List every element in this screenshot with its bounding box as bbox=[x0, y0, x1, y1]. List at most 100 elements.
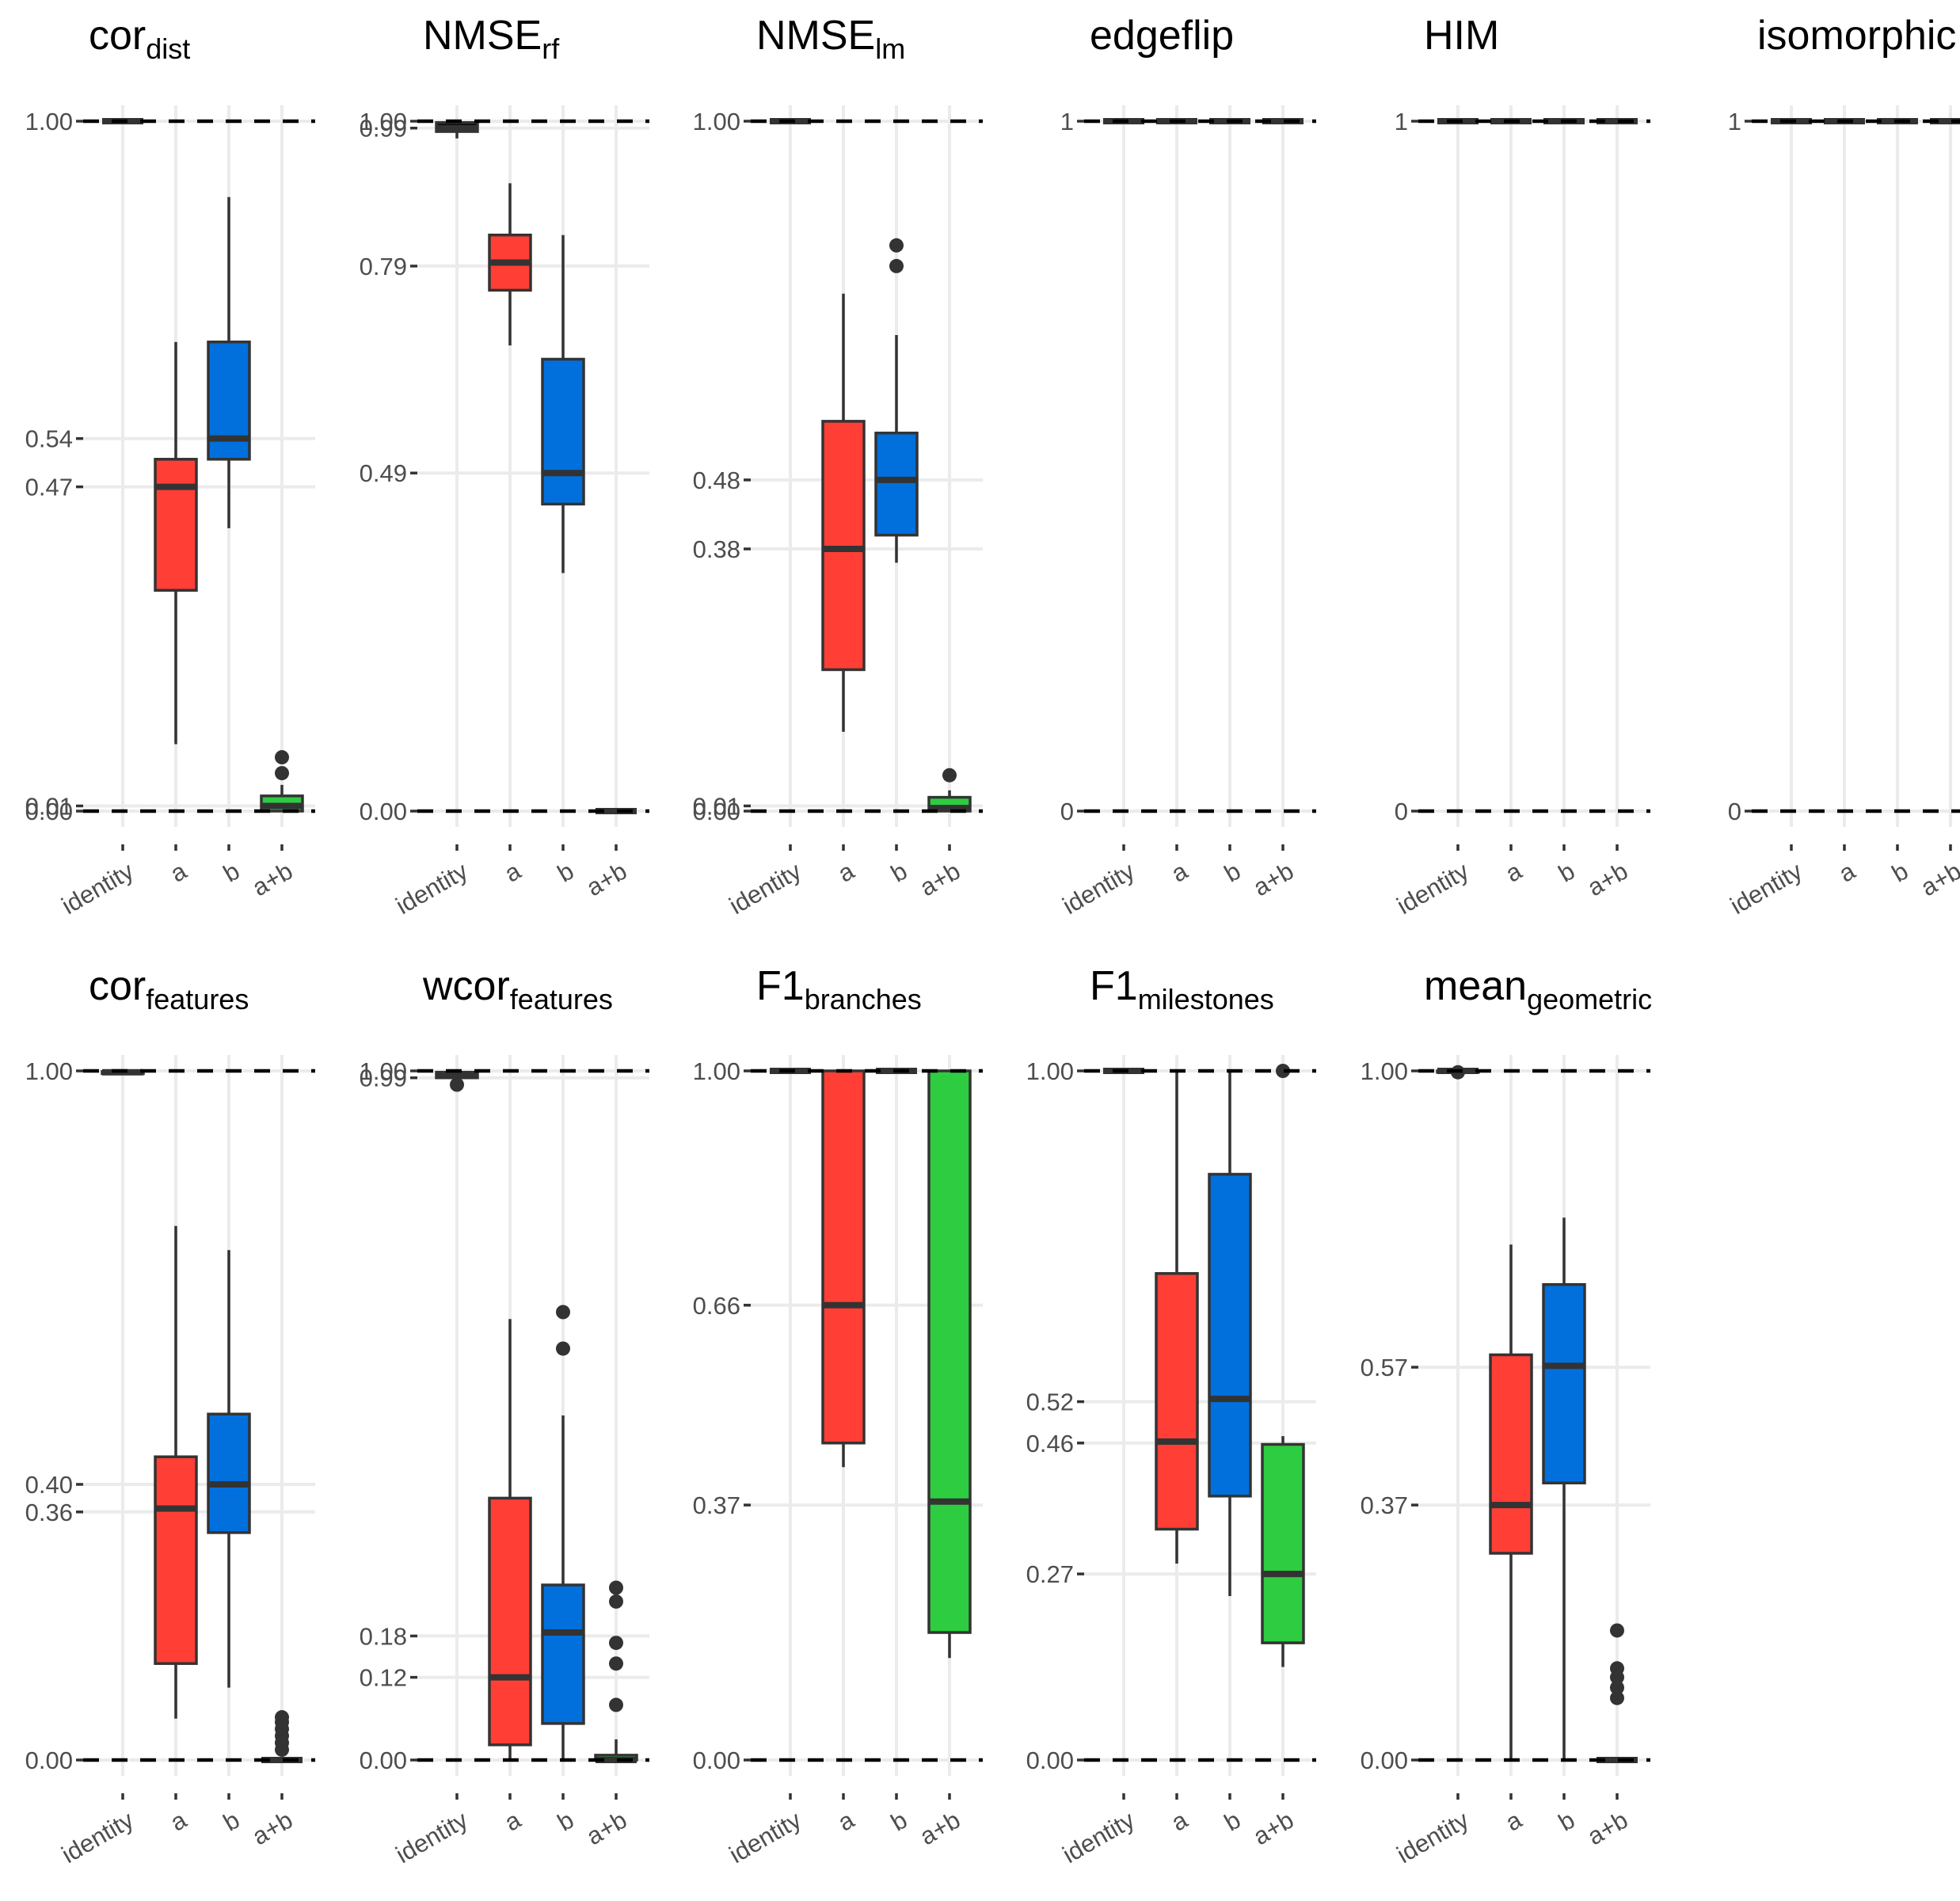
panel-title: F1branches bbox=[756, 963, 922, 1015]
panel-title-main: edgeflip bbox=[1090, 13, 1234, 59]
outlier-point bbox=[609, 1636, 623, 1651]
panel-title-main: NMSE bbox=[756, 13, 875, 59]
outlier-point bbox=[609, 1656, 623, 1671]
x-tick-label: b bbox=[553, 1806, 578, 1837]
panel-title-main: HIM bbox=[1424, 13, 1499, 59]
x-tick-label: a+b bbox=[1916, 857, 1960, 902]
y-tick-label: 0.79 bbox=[360, 253, 407, 280]
y-tick-label: 0.00 bbox=[693, 1747, 740, 1774]
outlier-point bbox=[1610, 1661, 1624, 1676]
x-tick-label: identity bbox=[1392, 857, 1474, 920]
panel-title-main: wcor bbox=[422, 963, 510, 1009]
x-tick-label: a+b bbox=[1582, 857, 1632, 902]
y-tick-label: 0.47 bbox=[25, 474, 73, 501]
x-tick-label: a bbox=[1501, 856, 1527, 887]
y-tick-label: 1 bbox=[1395, 108, 1408, 135]
y-tick-label: 0.27 bbox=[1026, 1560, 1074, 1588]
x-tick-label: b bbox=[553, 857, 578, 888]
box-b bbox=[541, 234, 585, 573]
box-a-plus-b bbox=[1597, 1623, 1638, 1763]
x-tick-label: b bbox=[886, 1806, 911, 1837]
y-tick-label: 1.00 bbox=[1026, 1057, 1074, 1085]
box-body bbox=[1489, 1353, 1533, 1555]
x-tick-label: a bbox=[166, 856, 192, 887]
box-a-plus-b bbox=[1261, 1064, 1305, 1667]
x-tick-label: b bbox=[1554, 857, 1579, 888]
x-tick-label: a bbox=[833, 1805, 859, 1836]
panel-title: meangeometric bbox=[1424, 963, 1652, 1015]
box-body bbox=[1155, 1272, 1199, 1531]
panel-2: NMSErf 0.00 0.49 0.79 0.991.00 identity a b a+b bbox=[360, 13, 649, 920]
box-a-plus-b bbox=[927, 768, 972, 813]
outlier-point bbox=[556, 1305, 570, 1320]
panel-title-subscript: milestones bbox=[1138, 983, 1274, 1015]
y-tick-label: 0.99 bbox=[360, 1065, 407, 1092]
box-a bbox=[488, 1319, 532, 1760]
x-tick-label: identity bbox=[1392, 1806, 1474, 1869]
box-body bbox=[154, 458, 198, 592]
panel-title-subscript: geometric bbox=[1527, 983, 1652, 1015]
x-tick-label: a+b bbox=[1248, 857, 1298, 902]
panel-title-subscript: features bbox=[510, 983, 613, 1015]
y-tick-label: 1.00 bbox=[25, 1057, 73, 1085]
x-tick-label: a bbox=[833, 856, 859, 887]
panel-title: HIM bbox=[1424, 13, 1499, 59]
box-identity bbox=[435, 120, 479, 139]
x-tick-label: a bbox=[500, 856, 526, 887]
x-tick-label: b bbox=[219, 857, 244, 888]
box-body bbox=[821, 420, 866, 672]
y-tick-label: 0.01 bbox=[693, 792, 740, 820]
x-tick-label: b bbox=[1220, 1806, 1245, 1837]
outlier-point bbox=[275, 766, 289, 781]
x-tick-label: a+b bbox=[1248, 1806, 1298, 1851]
y-tick-label: 0.99 bbox=[360, 115, 407, 143]
x-tick-label: identity bbox=[391, 1806, 473, 1869]
x-tick-label: identity bbox=[725, 857, 806, 920]
box-body bbox=[488, 1496, 532, 1747]
panel-title: cordist bbox=[89, 13, 190, 65]
outlier-point bbox=[889, 258, 904, 273]
box-body bbox=[1261, 1442, 1305, 1644]
box-a bbox=[821, 293, 866, 732]
x-tick-label: identity bbox=[725, 1806, 806, 1869]
box-body bbox=[154, 1455, 198, 1665]
outlier-point bbox=[450, 1077, 464, 1092]
panel-title-subscript: rf bbox=[542, 32, 560, 65]
box-a bbox=[154, 341, 198, 745]
x-tick-label: identity bbox=[57, 857, 139, 920]
y-tick-label: 0 bbox=[1395, 798, 1408, 825]
panel-9: F1branches 0.00 0.37 0.66 1.00 identity a b a+b bbox=[693, 963, 983, 1869]
panel-1: cordist 0.000.01 0.47 0.54 1.00 identity a b a+b bbox=[25, 13, 315, 920]
box-a bbox=[1155, 1071, 1199, 1564]
y-tick-label: 0.00 bbox=[1026, 1747, 1074, 1774]
box-a-plus-b bbox=[261, 1710, 303, 1763]
x-tick-label: a bbox=[1166, 1805, 1193, 1836]
outlier-point bbox=[609, 1580, 623, 1595]
box-body bbox=[541, 1583, 585, 1725]
y-tick-label: 0 bbox=[1060, 798, 1074, 825]
y-tick-label: 0.49 bbox=[360, 459, 407, 487]
outlier-point bbox=[609, 1594, 623, 1609]
y-tick-label: 0.00 bbox=[25, 798, 73, 825]
panel-title-subscript: features bbox=[146, 983, 249, 1015]
box-a bbox=[488, 183, 532, 346]
y-tick-label: 1.00 bbox=[1361, 1057, 1408, 1085]
panel-title: F1milestones bbox=[1090, 963, 1274, 1015]
box-body bbox=[1542, 1282, 1586, 1485]
box-a bbox=[1489, 1244, 1533, 1760]
panel-title: wcorfeatures bbox=[422, 963, 613, 1015]
y-tick-label: 0.57 bbox=[1361, 1354, 1408, 1381]
panel-title-main: isomorphic bbox=[1757, 13, 1956, 59]
y-tick-label: 0.01 bbox=[25, 792, 73, 820]
box-b bbox=[541, 1305, 585, 1760]
box-body bbox=[821, 1069, 866, 1445]
panel-title: isomorphic bbox=[1757, 13, 1956, 59]
box-b bbox=[874, 238, 919, 563]
box-body bbox=[1208, 1172, 1252, 1498]
panel-title-main: cor bbox=[89, 963, 146, 1009]
x-tick-label: a bbox=[1501, 1805, 1527, 1836]
panel-6: isomorphic 0 1 identity a b a+b bbox=[1726, 13, 1960, 920]
panel-title-main: cor bbox=[89, 13, 146, 59]
y-tick-label: 1.00 bbox=[360, 108, 407, 135]
y-tick-label: 0.00 bbox=[693, 798, 740, 825]
